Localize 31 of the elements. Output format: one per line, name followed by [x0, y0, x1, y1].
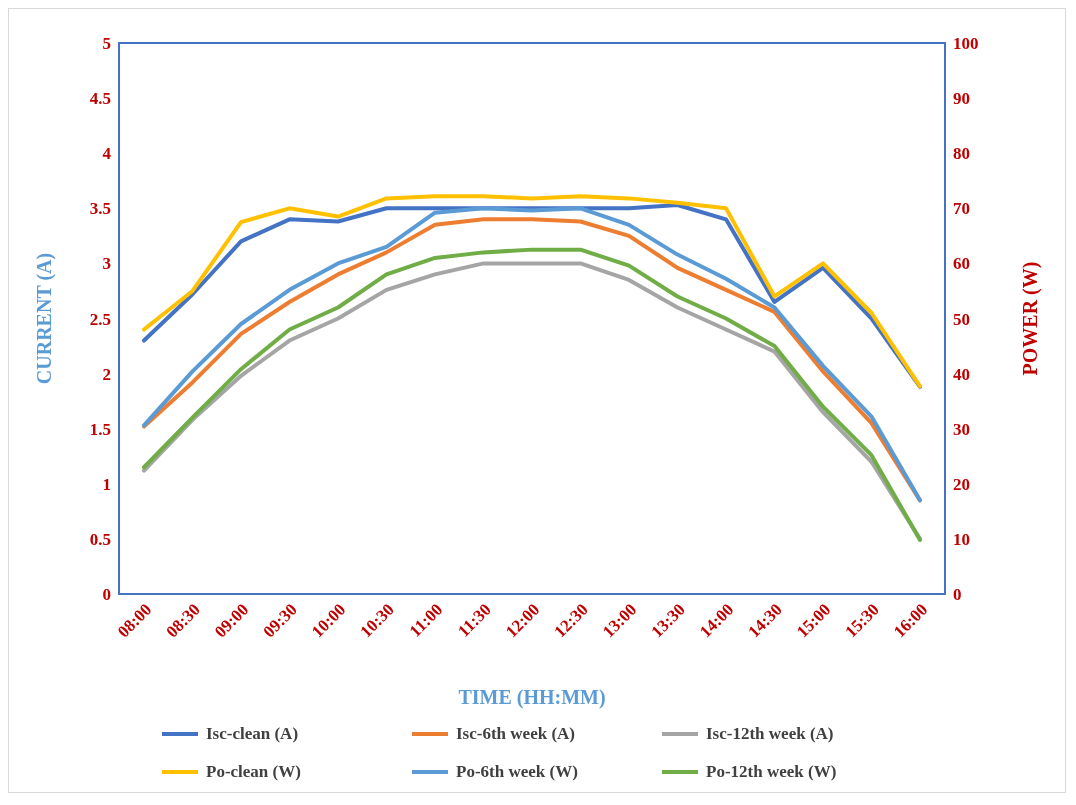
legend-label: Po-12th week (W) [706, 762, 837, 782]
y2-tick-label: 30 [953, 419, 970, 439]
y-tick-label: 0.5 [89, 529, 111, 549]
y-tick-label: 3 [102, 254, 111, 274]
y2-tick-label: 60 [953, 254, 970, 274]
y-axis-title: CURRENT (A) [33, 252, 57, 385]
y2-tick-label: 50 [953, 309, 970, 329]
y2-tick-label: 20 [953, 474, 970, 494]
y-tick-label: 4.5 [89, 89, 111, 109]
legend-label: Po-6th week (W) [456, 762, 578, 782]
y2-tick-label: 0 [953, 585, 962, 605]
y2-tick-label: 100 [953, 34, 979, 54]
y-tick-label: 2 [102, 364, 111, 384]
y-tick-label: 0 [102, 585, 111, 605]
y-tick-label: 4 [102, 144, 112, 164]
legend-label: Isc-12th week (A) [706, 724, 834, 744]
y-tick-label: 3.5 [89, 199, 111, 219]
y-tick-label: 5 [102, 34, 111, 54]
y-tick-label: 1.5 [89, 419, 111, 439]
legend-label: Po-clean (W) [206, 762, 301, 782]
x-axis-title: TIME (HH:MM) [458, 686, 606, 709]
y2-axis-title: POWER (W) [1019, 261, 1043, 376]
y2-tick-label: 80 [953, 144, 970, 164]
y-tick-label: 2.5 [89, 309, 111, 329]
y2-tick-label: 40 [953, 364, 970, 384]
y-tick-label: 1 [102, 474, 111, 494]
legend-label: Isc-6th week (A) [456, 724, 575, 744]
y2-tick-label: 70 [953, 199, 970, 219]
y2-tick-label: 90 [953, 89, 970, 109]
y2-tick-label: 10 [953, 529, 970, 549]
legend-label: Isc-clean (A) [206, 724, 299, 744]
